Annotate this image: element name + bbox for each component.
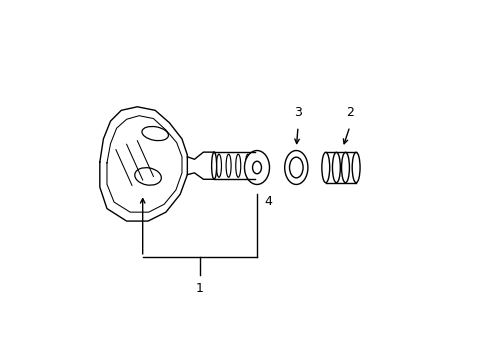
Ellipse shape: [245, 154, 250, 177]
Text: 4: 4: [264, 195, 271, 208]
Ellipse shape: [211, 152, 216, 179]
Ellipse shape: [235, 154, 240, 177]
Text: 1: 1: [196, 282, 203, 295]
Ellipse shape: [332, 152, 340, 183]
Text: 2: 2: [345, 106, 353, 119]
Ellipse shape: [351, 152, 359, 183]
Ellipse shape: [341, 152, 349, 183]
Ellipse shape: [321, 152, 329, 183]
Ellipse shape: [216, 154, 221, 177]
Ellipse shape: [252, 156, 258, 175]
Ellipse shape: [252, 161, 261, 174]
Ellipse shape: [225, 154, 231, 177]
Ellipse shape: [284, 150, 307, 184]
Ellipse shape: [244, 150, 269, 184]
Text: 3: 3: [294, 106, 302, 119]
Ellipse shape: [289, 157, 303, 178]
